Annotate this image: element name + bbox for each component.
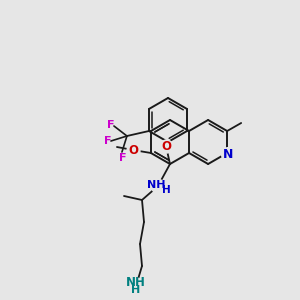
Text: H: H <box>131 285 141 295</box>
Text: N: N <box>223 148 233 160</box>
Text: NH: NH <box>147 180 165 190</box>
Text: O: O <box>128 143 138 157</box>
Text: H: H <box>162 185 170 195</box>
Text: NH: NH <box>126 275 146 289</box>
Text: F: F <box>104 136 112 146</box>
Text: F: F <box>119 153 127 163</box>
Text: O: O <box>161 140 171 152</box>
Text: F: F <box>107 120 115 130</box>
